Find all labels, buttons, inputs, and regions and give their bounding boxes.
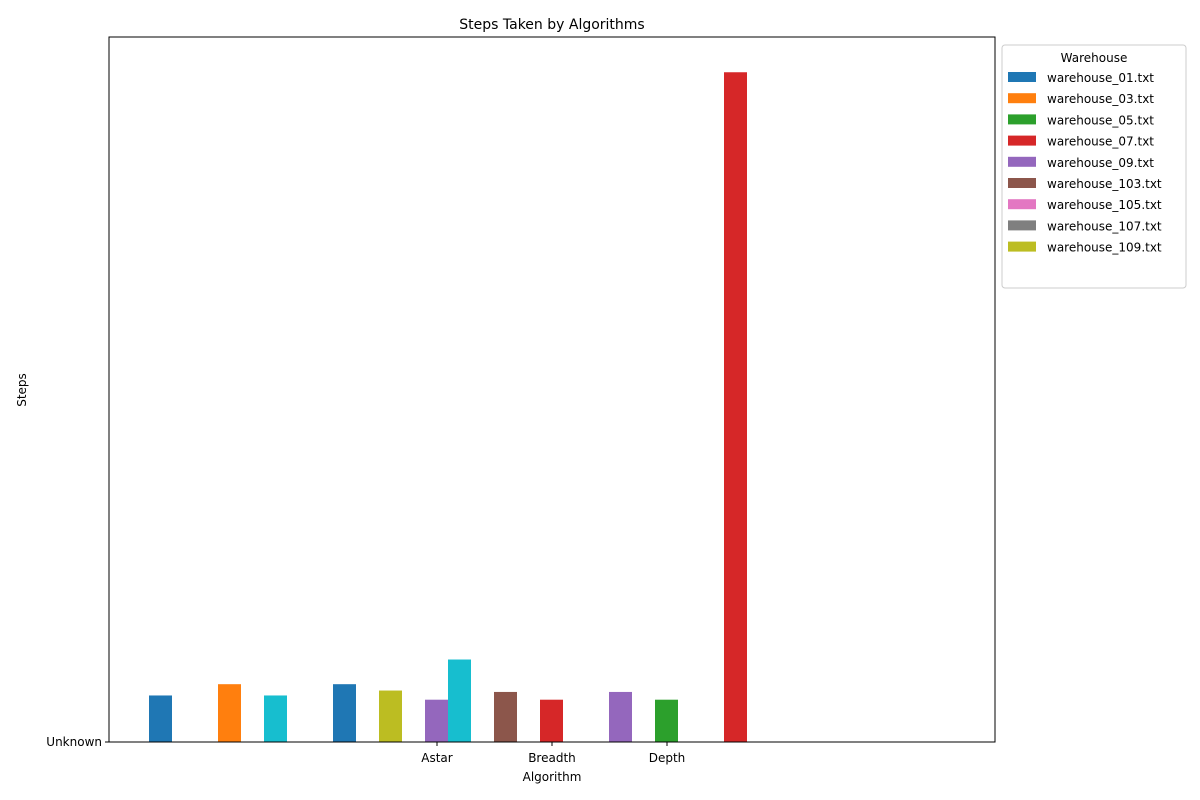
legend-label-1: warehouse_03.txt (1047, 92, 1154, 106)
x-axis-label: Algorithm (523, 770, 582, 784)
x-tick-label-depth: Depth (649, 751, 686, 765)
legend-swatch-3 (1008, 135, 1036, 146)
bar-0 (149, 695, 172, 742)
chart-title: Steps Taken by Algorithms (459, 17, 644, 33)
legend-swatch-0 (1008, 72, 1036, 82)
bar-2 (264, 695, 287, 742)
plot-frame (108, 36, 996, 743)
bar-4 (379, 690, 402, 742)
legend-swatch-6 (1008, 199, 1036, 210)
y-ticks: Unknown (46, 735, 109, 749)
legend-swatch-5 (1008, 178, 1036, 188)
y-axis-label: Steps (15, 373, 29, 407)
legend-swatch-8 (1008, 241, 1036, 252)
bar-6 (448, 659, 471, 742)
legend-swatch-7 (1008, 220, 1036, 231)
legend-label-7: warehouse_107.txt (1047, 219, 1162, 233)
bar-5 (425, 699, 448, 742)
bar-8 (540, 699, 563, 742)
legend-label-5: warehouse_103.txt (1047, 177, 1162, 191)
bar-7 (494, 691, 517, 742)
legend-label-4: warehouse_09.txt (1047, 156, 1154, 170)
legend-title: Warehouse (1061, 51, 1128, 65)
bar-9 (609, 691, 632, 742)
legend-swatch-4 (1008, 156, 1036, 167)
x-ticks: Astar Breadth Depth (421, 742, 685, 765)
bar-11 (724, 72, 747, 742)
bar-3 (333, 684, 356, 742)
legend-label-6: warehouse_105.txt (1047, 198, 1162, 212)
legend-label-8: warehouse_109.txt (1047, 241, 1162, 255)
legend-label-3: warehouse_07.txt (1047, 135, 1154, 149)
bars-layer (149, 72, 747, 742)
x-tick-label-astar: Astar (421, 751, 453, 765)
legend-box (1001, 44, 1187, 289)
legend-swatch-1 (1008, 93, 1036, 104)
legend: Warehouse warehouse_01.txt warehouse_03.tx… (1001, 44, 1187, 289)
legend-label-2: warehouse_05.txt (1047, 113, 1154, 127)
legend-swatch-2 (1008, 114, 1036, 125)
bar-10 (655, 699, 678, 742)
legend-label-0: warehouse_01.txt (1047, 71, 1154, 85)
bar-1 (218, 684, 241, 742)
y-tick-label: Unknown (46, 735, 102, 749)
x-tick-label-breadth: Breadth (528, 751, 576, 765)
